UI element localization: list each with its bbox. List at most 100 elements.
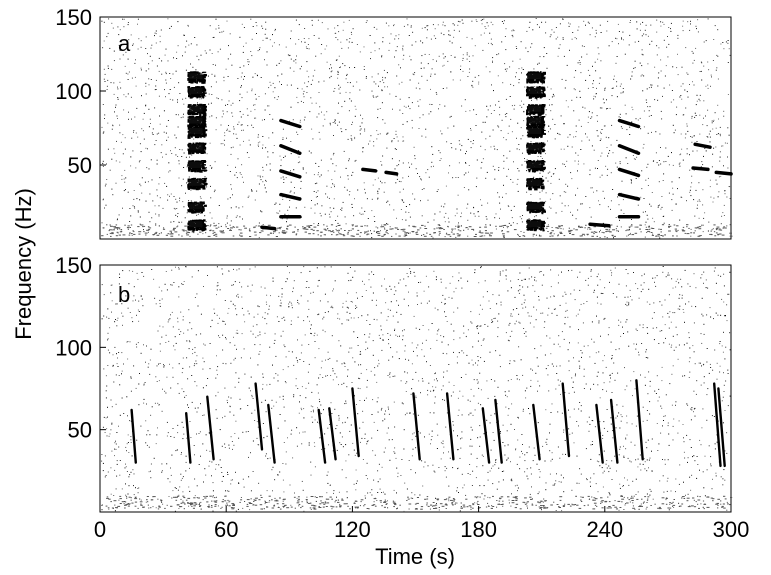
noise-speck xyxy=(366,234,368,236)
noise-speck xyxy=(443,206,445,208)
noise-speck xyxy=(342,235,346,237)
noise-speck xyxy=(485,28,487,29)
noise-speck xyxy=(490,232,493,234)
noise-speck xyxy=(317,224,320,226)
noise-speck xyxy=(138,161,140,163)
noise-speck xyxy=(227,58,229,60)
noise-speck xyxy=(301,88,303,90)
noise-speck xyxy=(557,36,559,38)
noise-speck xyxy=(597,47,599,49)
noise-speck xyxy=(512,60,514,62)
noise-speck xyxy=(182,201,184,203)
noise-speck xyxy=(589,207,591,209)
noise-speck xyxy=(297,134,299,135)
noise-speck xyxy=(242,51,244,53)
noise-speck xyxy=(227,76,229,77)
noise-speck xyxy=(341,131,343,133)
noise-speck xyxy=(145,93,147,95)
noise-speck xyxy=(453,125,455,127)
noise-speck xyxy=(621,37,622,39)
noise-speck xyxy=(681,229,684,231)
noise-speck xyxy=(313,191,315,192)
noise-speck xyxy=(109,224,111,226)
noise-speck xyxy=(421,135,423,137)
noise-speck xyxy=(123,190,125,192)
noise-speck xyxy=(658,233,660,235)
noise-speck xyxy=(430,111,432,113)
noise-speck xyxy=(668,43,670,45)
burst-mark xyxy=(202,116,206,119)
noise-speck xyxy=(647,185,649,186)
noise-speck xyxy=(139,143,141,145)
noise-speck xyxy=(719,160,721,162)
noise-speck xyxy=(275,230,277,232)
noise-speck xyxy=(260,230,263,232)
noise-speck xyxy=(145,70,147,72)
burst-mark xyxy=(193,187,196,190)
noise-speck xyxy=(527,51,529,53)
noise-speck xyxy=(335,32,337,34)
noise-speck xyxy=(409,204,411,206)
noise-speck xyxy=(245,42,247,44)
noise-speck xyxy=(133,190,135,191)
noise-speck xyxy=(522,215,523,216)
noise-speck xyxy=(478,83,480,85)
noise-speck xyxy=(380,230,381,232)
noise-speck xyxy=(481,131,483,133)
noise-speck xyxy=(610,208,611,210)
noise-speck xyxy=(156,163,158,165)
noise-speck xyxy=(317,234,319,236)
noise-speck xyxy=(591,112,593,114)
burst-band xyxy=(527,221,542,228)
noise-speck xyxy=(128,118,129,120)
burst-mark xyxy=(187,148,191,151)
noise-speck xyxy=(141,128,143,130)
noise-speck xyxy=(274,28,276,30)
noise-speck xyxy=(331,70,333,72)
noise-speck xyxy=(601,107,603,109)
noise-speck xyxy=(459,230,462,232)
noise-speck xyxy=(282,176,284,178)
noise-speck xyxy=(673,224,676,226)
noise-speck xyxy=(634,158,636,160)
noise-speck xyxy=(505,139,507,141)
noise-speck xyxy=(155,223,157,225)
noise-speck xyxy=(559,134,561,136)
noise-speck xyxy=(182,230,185,232)
noise-speck xyxy=(689,154,690,156)
noise-speck xyxy=(179,197,181,199)
burst-mark xyxy=(542,222,546,224)
noise-speck xyxy=(178,114,179,116)
burst-mark xyxy=(542,163,545,166)
noise-speck xyxy=(457,194,459,196)
noise-speck xyxy=(154,144,156,146)
noise-speck xyxy=(326,185,328,187)
noise-speck xyxy=(338,121,340,123)
noise-speck xyxy=(587,21,589,23)
noise-speck xyxy=(700,70,702,72)
noise-speck xyxy=(359,125,361,127)
noise-speck xyxy=(377,191,379,193)
noise-speck xyxy=(365,77,367,79)
burst-mark xyxy=(201,94,205,97)
burst-band xyxy=(189,105,203,112)
noise-speck xyxy=(677,37,679,39)
burst-mark xyxy=(534,151,537,153)
noise-speck xyxy=(396,136,398,138)
noise-speck xyxy=(554,124,556,125)
noise-speck xyxy=(650,115,652,116)
noise-speck xyxy=(450,55,452,56)
noise-speck xyxy=(434,28,436,30)
noise-speck xyxy=(407,232,409,234)
noise-speck xyxy=(164,182,166,184)
noise-speck xyxy=(641,65,643,67)
noise-speck xyxy=(481,235,484,237)
noise-speck xyxy=(687,73,689,75)
noise-speck xyxy=(549,171,551,173)
noise-speck xyxy=(173,207,175,209)
noise-speck xyxy=(695,189,697,191)
noise-speck xyxy=(461,19,463,21)
noise-speck xyxy=(431,161,433,163)
noise-speck xyxy=(551,230,554,232)
noise-speck xyxy=(707,109,709,111)
